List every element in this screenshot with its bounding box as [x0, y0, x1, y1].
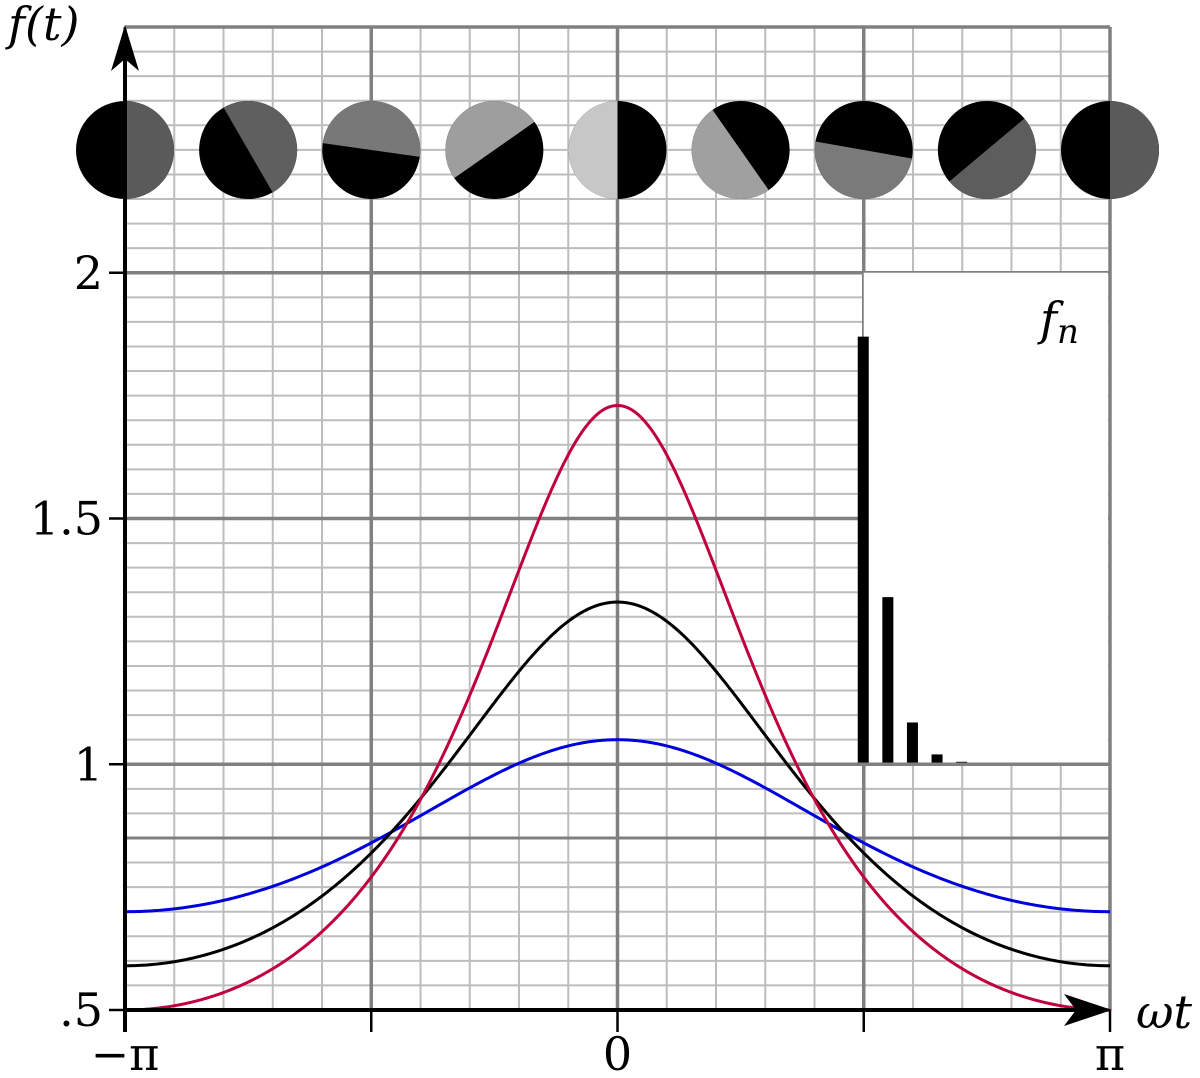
- y-ticks: .5 1 1.5 2: [30, 246, 125, 1037]
- x-axis-arrow: [1064, 994, 1112, 1026]
- phase-disc-light-half: [568, 101, 618, 199]
- phase-disc: [322, 101, 421, 199]
- y-tick-label: 1.5: [30, 492, 103, 546]
- series-line: [124, 738, 1111, 914]
- x-tick-label: 0: [603, 1027, 632, 1078]
- phase-disc: [814, 101, 913, 199]
- inset-background: [863, 272, 1108, 765]
- x-tick-label: −π: [91, 1027, 160, 1078]
- series-line: [124, 600, 1111, 968]
- inset-bar: [857, 336, 869, 765]
- inset-bars: [857, 336, 1108, 766]
- phase-disc-light-half: [691, 109, 769, 199]
- phase-disc-light-half: [445, 101, 535, 179]
- phase-disc-light-half: [949, 118, 1036, 199]
- y-tick-label: .5: [59, 983, 103, 1037]
- x-tick-label: π: [1095, 1027, 1125, 1078]
- series-line: [124, 403, 1111, 1012]
- phase-disc-light-half: [814, 141, 913, 199]
- axes: −π 0 π .5 1 1.5 2 f(t) ωt: [5, 0, 1193, 1078]
- phase-disc-light-half: [1110, 101, 1159, 199]
- spectrum-inset: fn: [857, 272, 1108, 766]
- inset-bar: [882, 597, 894, 765]
- phase-disc: [691, 101, 790, 199]
- phase-disc: [568, 101, 667, 199]
- y-axis-title: f(t): [5, 0, 79, 51]
- inset-bar: [906, 722, 918, 765]
- phase-disc: [445, 101, 544, 199]
- phase-disc: [937, 101, 1036, 199]
- inset-bar: [931, 754, 943, 765]
- phase-disc: [1061, 101, 1159, 199]
- phase-disc: [199, 101, 298, 199]
- phase-disc-light-half: [125, 101, 174, 199]
- phase-discs: [76, 101, 1159, 199]
- curves: [124, 403, 1111, 1012]
- x-axis-title: ωt: [1136, 985, 1193, 1039]
- y-tick-label: 2: [74, 246, 103, 300]
- x-ticks: −π 0 π: [91, 1010, 1125, 1078]
- y-axis-arrow: [111, 25, 139, 71]
- phase-disc-light-half: [322, 101, 421, 157]
- phase-disc-light-half: [223, 101, 298, 193]
- y-tick-label: 1: [74, 737, 103, 791]
